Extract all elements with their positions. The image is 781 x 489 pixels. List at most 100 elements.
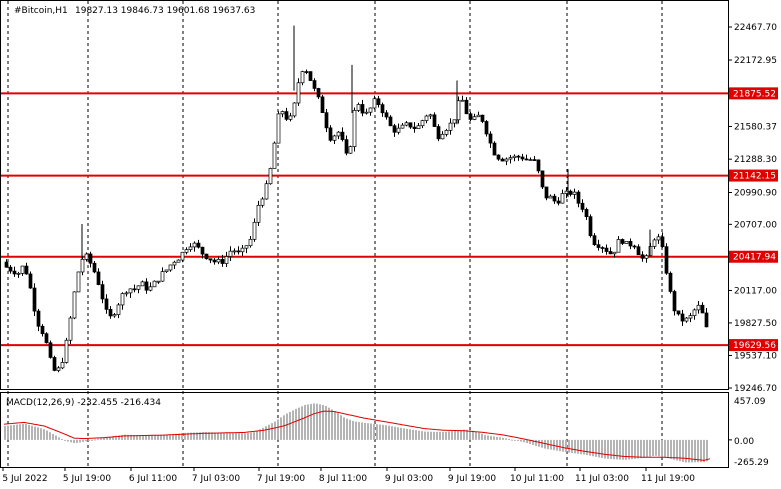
- macd-histogram-bar: [28, 424, 30, 440]
- candle-body: [16, 273, 21, 275]
- macd-histogram-bar: [349, 419, 351, 440]
- macd-histogram-bar: [256, 430, 258, 440]
- candle-body: [476, 114, 481, 118]
- macd-histogram-bar: [103, 437, 105, 440]
- macd-histogram-bar: [580, 439, 582, 455]
- level-label: 21875.52: [733, 89, 776, 99]
- candle-body: [504, 158, 509, 162]
- macd-histogram-bar: [295, 408, 297, 440]
- candle-body: [316, 88, 321, 98]
- macd-histogram-bar: [460, 429, 462, 440]
- candle-body: [340, 131, 345, 140]
- macd-histogram-bar: [409, 429, 411, 440]
- candle-body: [208, 258, 213, 261]
- candle-body: [116, 304, 121, 315]
- macd-histogram-bar: [67, 439, 69, 442]
- macd-histogram-bar: [181, 433, 183, 440]
- candle-body: [260, 198, 265, 206]
- macd-histogram-bar: [280, 417, 282, 440]
- candle-body: [528, 159, 533, 161]
- candle-body: [88, 253, 93, 264]
- macd-histogram-bar: [445, 431, 447, 440]
- macd-histogram-bar: [391, 426, 393, 440]
- macd-histogram-bar: [628, 439, 630, 460]
- macd-histogram-bar: [91, 439, 93, 441]
- macd-histogram-bar: [322, 404, 324, 440]
- candle-body: [160, 271, 165, 282]
- macd-histogram-bar: [589, 439, 591, 456]
- macd-histogram-bar: [151, 435, 153, 440]
- macd-histogram-bar: [115, 435, 117, 440]
- macd-histogram-bar: [64, 439, 66, 441]
- macd-histogram-bar: [268, 424, 270, 440]
- macd-histogram-bar: [658, 439, 660, 457]
- macd-histogram-bar: [100, 438, 102, 440]
- candle-body: [232, 250, 237, 253]
- candle-body: [532, 159, 537, 161]
- macd-histogram-bar: [136, 435, 138, 440]
- macd-histogram-bar: [598, 439, 600, 458]
- macd-histogram-bar: [559, 439, 561, 452]
- candle-body: [672, 291, 677, 312]
- candle-body: [220, 259, 225, 264]
- macd-histogram-bar: [199, 432, 201, 440]
- level-tag: [729, 250, 778, 263]
- candle-body: [4, 261, 9, 268]
- macd-histogram-bar: [625, 439, 627, 460]
- price-tick-label: 20990.90: [734, 189, 777, 199]
- macd-histogram-bar: [202, 432, 204, 440]
- candle-body: [628, 241, 633, 247]
- candle-body: [276, 113, 281, 144]
- candle-body: [552, 195, 557, 202]
- candle-body: [352, 110, 357, 147]
- candle-body: [548, 195, 553, 199]
- candle-body: [428, 114, 433, 117]
- macd-histogram-bar: [184, 432, 186, 440]
- macd-histogram-bar: [583, 439, 585, 455]
- time-tick-label: 8 Jul 11:00: [319, 474, 368, 484]
- macd-histogram-bar: [46, 430, 48, 440]
- macd-histogram-bar: [142, 435, 144, 440]
- macd-histogram-bar: [259, 429, 261, 440]
- macd-histogram-bar: [574, 439, 576, 454]
- candle-body: [424, 115, 429, 121]
- candle-body: [612, 251, 617, 255]
- candle-body: [136, 285, 141, 290]
- candle-body: [192, 242, 197, 248]
- macd-histogram-bar: [97, 438, 99, 440]
- macd-histogram-bar: [526, 439, 528, 444]
- macd-histogram-bar: [10, 425, 12, 440]
- macd-axis-top: 457.09: [734, 397, 766, 407]
- macd-histogram-bar: [250, 432, 252, 440]
- candle-body: [400, 124, 405, 129]
- macd-histogram-bar: [124, 434, 126, 440]
- macd-histogram-bar: [406, 428, 408, 440]
- candle-body: [180, 251, 185, 261]
- candle-body: [540, 170, 545, 188]
- macd-histogram-bar: [217, 432, 219, 440]
- macd-histogram-bar: [163, 435, 165, 440]
- candle-body: [488, 133, 493, 144]
- candle-body: [452, 119, 457, 124]
- macd-histogram-bar: [340, 415, 342, 440]
- price-tick-label: 21288.30: [734, 155, 777, 165]
- macd-histogram-bar: [652, 439, 654, 456]
- macd-histogram-bar: [16, 424, 18, 440]
- candle-body: [120, 293, 125, 306]
- candle-body: [608, 251, 613, 255]
- candle-body: [36, 310, 41, 327]
- time-tick-label: 5 Jul 2022: [2, 474, 47, 484]
- macd-histogram-bar: [532, 439, 534, 445]
- candle-body: [496, 154, 501, 160]
- macd-histogram-bar: [568, 439, 570, 453]
- candle-body: [380, 104, 385, 114]
- candle-body: [8, 266, 13, 272]
- candle-body: [692, 309, 697, 317]
- candle-body: [184, 249, 189, 253]
- macd-histogram-bar: [544, 439, 546, 449]
- macd-histogram-bar: [325, 405, 327, 440]
- macd-histogram-bar: [286, 413, 288, 440]
- candle-body: [324, 112, 329, 129]
- macd-histogram-bar: [706, 439, 708, 462]
- macd-histogram-bar: [337, 413, 339, 440]
